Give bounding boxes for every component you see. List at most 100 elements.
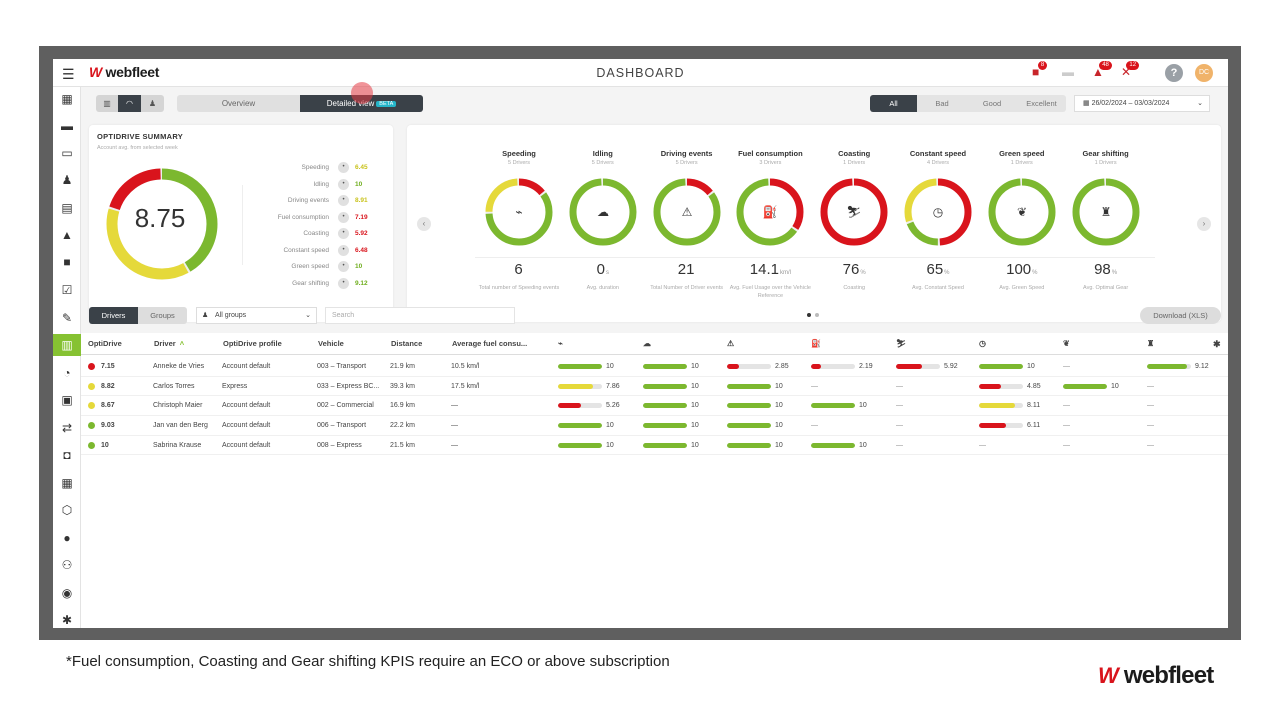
driver-name[interactable]: Carlos Torres bbox=[153, 382, 195, 390]
kpi-bar bbox=[979, 364, 1023, 369]
gauge-view-button[interactable]: ◠ bbox=[118, 95, 141, 112]
user-icon[interactable]: ● bbox=[63, 531, 71, 545]
notification-badge: 48 bbox=[1099, 61, 1112, 70]
speedometer-icon[interactable]: ⌁ bbox=[558, 339, 563, 348]
footnote: *Fuel consumption, Coasting and Gear shi… bbox=[66, 653, 670, 670]
gauge-icon[interactable]: ◔ bbox=[63, 366, 71, 380]
gear-icon[interactable]: ✱ bbox=[61, 613, 73, 627]
kpi-bar-fill bbox=[896, 364, 922, 369]
network-icon[interactable]: ⚇ bbox=[61, 558, 73, 572]
idling-icon[interactable]: ☁ bbox=[643, 339, 651, 348]
driver-view-button[interactable]: ♟ bbox=[141, 95, 164, 112]
tab-overview[interactable]: Overview bbox=[177, 95, 300, 112]
dashboard-icon[interactable]: ▥ bbox=[53, 334, 81, 356]
column-driver[interactable]: Driver ˄ bbox=[154, 339, 185, 348]
tools-icon[interactable]: ✎ bbox=[61, 311, 73, 325]
coasting-icon[interactable]: ⛷ bbox=[896, 339, 907, 348]
summary-metric: Constant speed • 6.48 bbox=[239, 244, 381, 257]
tab-drivers[interactable]: Drivers bbox=[89, 307, 138, 324]
column-profile[interactable]: OptiDrive profile bbox=[223, 339, 282, 348]
table-row[interactable]: 8.67 Christoph Maier Account default 002 – … bbox=[81, 396, 1228, 416]
tab-groups[interactable]: Groups bbox=[138, 307, 187, 324]
driver-name[interactable]: Christoph Maier bbox=[153, 402, 203, 410]
geofence-icon[interactable]: ⬡ bbox=[61, 503, 73, 517]
wrench-icon[interactable]: ✕ 12 bbox=[1121, 61, 1140, 79]
leaf-icon[interactable]: ❦ bbox=[1063, 339, 1070, 348]
column-average-fuel[interactable]: Average fuel consu... bbox=[452, 339, 528, 348]
kpi-green-speed[interactable]: Green speed 1 Drivers ❦ 100% Avg. Green Spee… bbox=[980, 149, 1064, 291]
kpi-idling[interactable]: Idling 5 Drivers ☁ 0s Avg. duration bbox=[561, 149, 645, 291]
kpi-title: Coasting bbox=[838, 149, 871, 158]
kpi-coasting[interactable]: Coasting 1 Drivers ⛷ 76% Coasting bbox=[812, 149, 896, 291]
webfleet-logo[interactable]: W webfleet bbox=[89, 64, 160, 80]
filter-excellent[interactable]: Excellent bbox=[1017, 95, 1066, 112]
report-icon[interactable]: ▣ bbox=[61, 393, 73, 407]
transfer-icon[interactable]: ⇄ bbox=[61, 421, 73, 435]
filter-all[interactable]: All bbox=[870, 95, 917, 112]
download-xls-button[interactable]: Download (XLS) bbox=[1140, 307, 1221, 324]
bus-icon[interactable]: ▭ bbox=[61, 146, 73, 160]
kpi-value: 10 bbox=[606, 422, 614, 430]
group-select[interactable]: ♟ All groups ⌄ bbox=[196, 307, 317, 324]
fuel-icon[interactable]: ⛽ bbox=[811, 339, 821, 348]
menu-icon[interactable]: ☰ bbox=[62, 66, 75, 82]
camera-icon[interactable]: ■ bbox=[63, 255, 71, 269]
kpi-driving-events[interactable]: Driving events 5 Drivers ⚠ 21 Total Number o… bbox=[645, 149, 729, 291]
map-icon[interactable]: ▦ bbox=[61, 92, 73, 106]
car-icon[interactable]: ▬ bbox=[61, 119, 73, 133]
calendar-icon[interactable]: ▦ bbox=[61, 476, 73, 490]
table-row[interactable]: 9.03 Jan van den Berg Account default 006 –… bbox=[81, 416, 1228, 436]
driver-name[interactable]: Anneke de Vries bbox=[153, 363, 205, 370]
table-settings-gear-icon[interactable]: ✱ bbox=[1213, 339, 1221, 349]
column-distance[interactable]: Distance bbox=[391, 339, 423, 348]
kpi-speeding[interactable]: Speeding 5 Drivers ⌁ 6 Total number of Speed… bbox=[477, 149, 561, 291]
driver-name[interactable]: Sabrina Krause bbox=[153, 441, 202, 449]
fuel-icon[interactable]: ◘ bbox=[63, 448, 71, 462]
kpi-drivers: 1 Drivers bbox=[843, 160, 866, 166]
truck-alert-icon[interactable]: ■ 8 bbox=[1032, 61, 1048, 79]
sort-up-icon: ˄ bbox=[179, 339, 185, 348]
column-optidrive[interactable]: OptiDrive bbox=[88, 339, 122, 348]
kpi-value: 0s bbox=[596, 261, 609, 278]
kpi-gear-shifting[interactable]: Gear shifting 1 Drivers ♜ 98% Avg. Optimal G… bbox=[1064, 149, 1148, 291]
carousel-dot-active[interactable] bbox=[807, 313, 811, 317]
date-range-picker[interactable]: ▦ 26/02/2024 – 03/03/2024 ⌄ bbox=[1074, 95, 1210, 112]
avatar[interactable]: DC bbox=[1195, 64, 1213, 82]
car-icon[interactable]: ▬ bbox=[1062, 65, 1074, 79]
chart-view-button[interactable]: ▥ bbox=[96, 95, 118, 112]
document-icon[interactable]: ▤ bbox=[61, 201, 73, 215]
table-row[interactable]: 8.82 Carlos Torres Express 033 – Express BC… bbox=[81, 377, 1228, 397]
gear-shift-icon[interactable]: ♜ bbox=[1147, 339, 1155, 348]
chevron-left-icon[interactable]: ‹ bbox=[417, 217, 431, 231]
driver-name[interactable]: Jan van den Berg bbox=[153, 422, 208, 430]
search-input[interactable]: Search bbox=[325, 307, 515, 324]
kpi-value: 6.11 bbox=[1027, 422, 1041, 430]
filter-good[interactable]: Good bbox=[967, 95, 1017, 112]
kpi-constant-speed[interactable]: Constant speed 4 Drivers ◷ 65% Avg. Constant… bbox=[896, 149, 980, 291]
kpi-donut: ☁ bbox=[569, 178, 637, 246]
kpi-empty: — bbox=[896, 382, 903, 390]
chevron-right-icon[interactable]: › bbox=[1197, 217, 1211, 231]
help-button[interactable]: ? bbox=[1165, 64, 1183, 82]
kpi-value: 5.92 bbox=[944, 363, 958, 370]
kpi-value: 10 bbox=[775, 441, 783, 449]
driving-events-icon[interactable]: ⚠ bbox=[727, 339, 735, 348]
driving-events-icon: ⚠ bbox=[681, 205, 692, 219]
kpi-fuel-consumption[interactable]: Fuel consumption 3 Drivers ⛽ 14.1km/l Avg. F… bbox=[728, 149, 812, 299]
constant-speed-icon[interactable]: ◷ bbox=[979, 339, 986, 348]
kpi-bar bbox=[727, 423, 771, 429]
filter-bad[interactable]: Bad bbox=[917, 95, 967, 112]
optidrive-profile: Account default bbox=[222, 402, 271, 410]
distance: 39.3 km bbox=[390, 382, 415, 390]
settings-icon[interactable]: ◉ bbox=[61, 586, 73, 600]
kpi-value: 10 bbox=[691, 402, 699, 410]
table-row[interactable]: 7.15 Anneke de Vries Account default 003 – … bbox=[81, 357, 1228, 377]
warning-icon[interactable]: ▲ bbox=[61, 228, 73, 242]
table-row[interactable]: 10 Sabrina Krause Account default 008 – Exp… bbox=[81, 436, 1228, 456]
checklist-icon[interactable]: ☑ bbox=[61, 283, 73, 297]
kpi-bar bbox=[558, 383, 602, 389]
alert-user-icon[interactable]: ▲ 48 bbox=[1092, 61, 1112, 79]
driver-icon[interactable]: ♟ bbox=[61, 173, 73, 187]
carousel-dot[interactable] bbox=[815, 313, 819, 317]
column-vehicle[interactable]: Vehicle bbox=[318, 339, 344, 348]
